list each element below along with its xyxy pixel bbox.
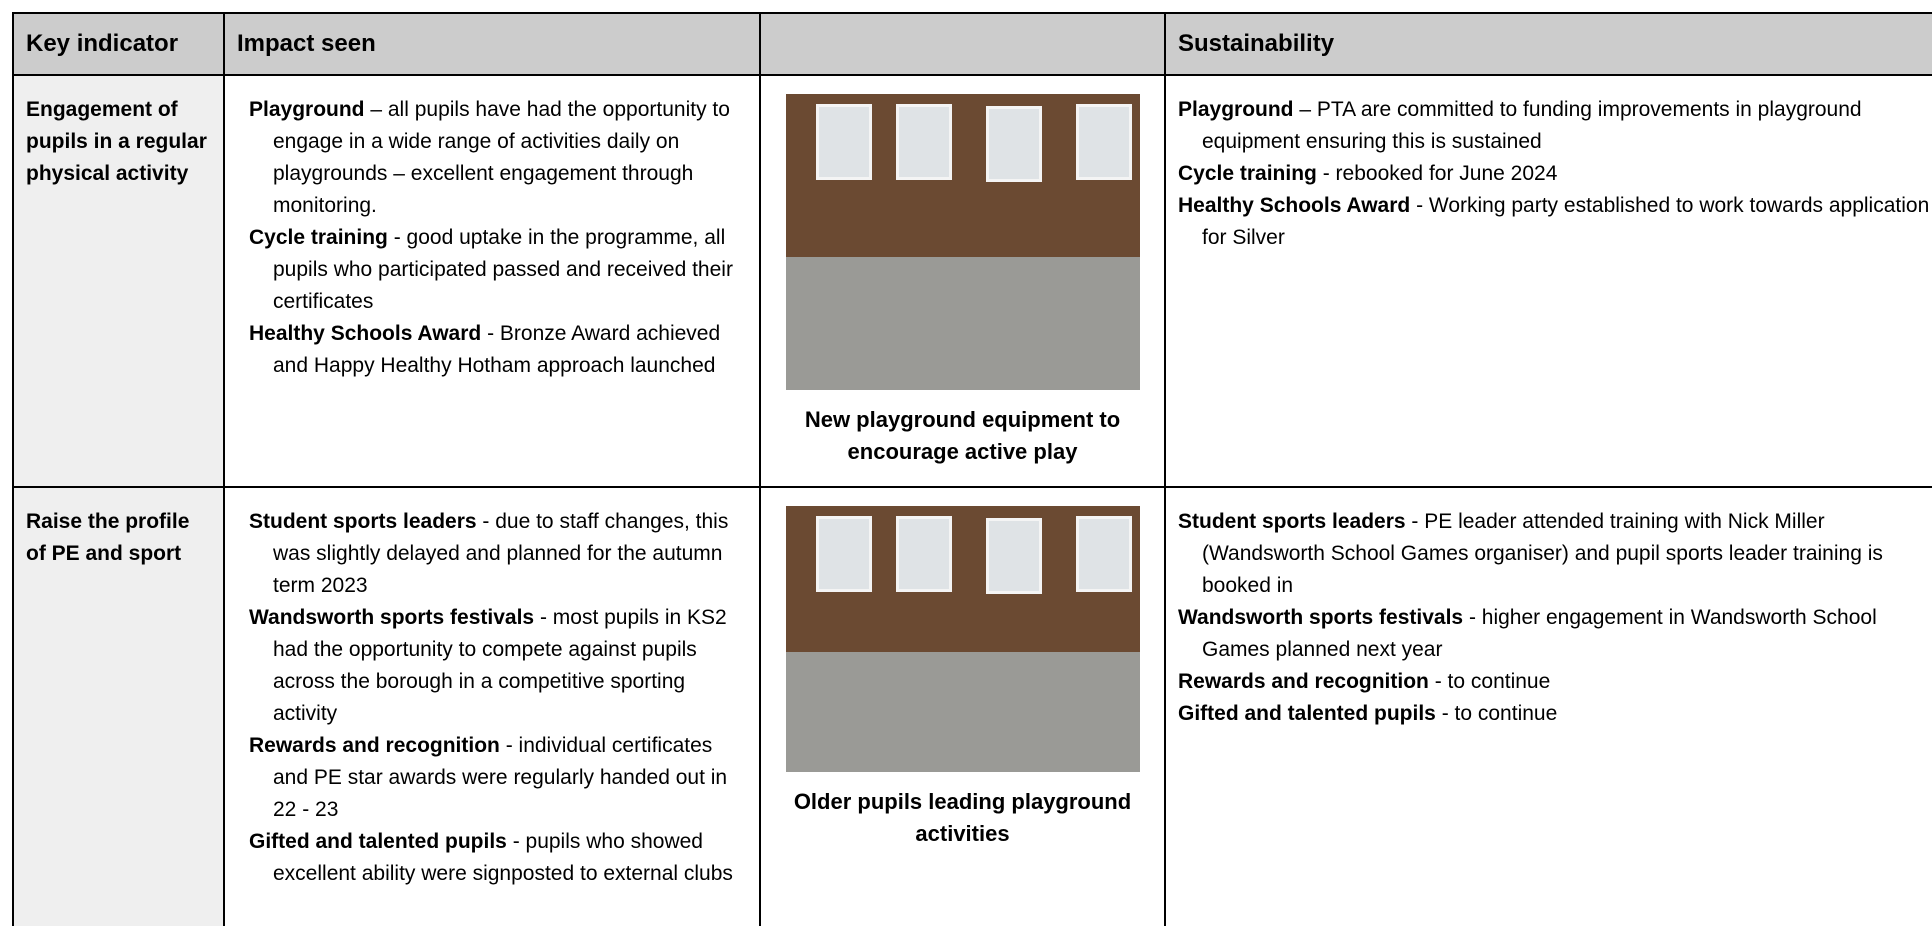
window [985, 518, 1042, 594]
item-label: Gifted and talented pupils [249, 830, 507, 853]
photo-cell: Older pupils leading playground activiti… [759, 486, 1166, 926]
window [815, 516, 872, 592]
header-cell: Impact seen [223, 12, 761, 76]
impact-cell: Student sports leaders - due to staff ch… [223, 486, 761, 926]
window [895, 516, 952, 592]
list-item: Cycle training - good uptake in the prog… [249, 222, 745, 318]
item-text: – PTA are committed to funding improveme… [1202, 98, 1862, 153]
item-label: Student sports leaders [1178, 510, 1406, 533]
list-item: Gifted and talented pupils - pupils who … [249, 826, 745, 890]
sustainability-cell: Student sports leaders - PE leader atten… [1164, 486, 1932, 926]
window [1075, 104, 1132, 180]
page: Key indicator Impact seen Sustainability… [12, 12, 1932, 926]
photo-cell: New playground equipment to encourage ac… [759, 74, 1166, 488]
item-label: Playground [1178, 98, 1294, 121]
list-item: Student sports leaders - due to staff ch… [249, 506, 745, 602]
photo-caption: New playground equipment to encourage ac… [804, 407, 1121, 464]
item-label: Healthy Schools Award [249, 322, 482, 345]
list-item: Rewards and recognition - to continue [1178, 666, 1932, 698]
item-text: - individual certificates and PE star aw… [273, 734, 728, 821]
item-label: Rewards and recognition [1178, 670, 1429, 693]
window [815, 104, 872, 180]
item-text: - good uptake in the programme, all pupi… [273, 226, 733, 313]
item-text: - pupils who showed excellent ability we… [273, 830, 733, 885]
list-item: Healthy Schools Award - Bronze Award ach… [249, 318, 745, 382]
window [1075, 516, 1132, 592]
header-cell: Key indicator [12, 12, 225, 76]
item-label: Wandsworth sports festivals [1178, 606, 1464, 629]
photo [785, 506, 1140, 772]
item-text: - to continue [1428, 670, 1551, 693]
ground [785, 652, 1140, 772]
header-cell: Sustainability [1164, 12, 1932, 76]
photo-caption: Older pupils leading playground activiti… [793, 789, 1132, 846]
list-item: Healthy Schools Award - Working party es… [1178, 190, 1932, 254]
item-text: - Working party established to work towa… [1202, 194, 1930, 249]
sustainability-cell: Playground – PTA are committed to fundin… [1164, 74, 1932, 488]
header-cell [759, 12, 1166, 76]
list-item: Playground – all pupils have had the opp… [249, 94, 745, 222]
photo [785, 94, 1140, 390]
list-item: Student sports leaders - PE leader atten… [1178, 506, 1932, 602]
item-text: – all pupils have had the opportunity to… [273, 98, 730, 217]
list-item: Playground – PTA are committed to fundin… [1178, 94, 1932, 158]
item-text: - most pupils in KS2 had the opportunity… [273, 606, 727, 725]
item-text: - higher engagement in Wandsworth School… [1202, 606, 1877, 661]
window [985, 106, 1042, 182]
item-text: - rebooked for June 2024 [1316, 162, 1558, 185]
item-label: Healthy Schools Award [1178, 194, 1411, 217]
item-text: - due to staff changes, this was slightl… [273, 510, 729, 597]
item-label: Wandsworth sports festivals [249, 606, 535, 629]
list-item: Wandsworth sports festivals - higher eng… [1178, 602, 1932, 666]
item-text: - PE leader attended training with Nick … [1202, 510, 1883, 597]
list-item: Gifted and talented pupils - to continue [1178, 698, 1932, 730]
window [895, 104, 952, 180]
item-label: Cycle training [1178, 162, 1317, 185]
item-label: Gifted and talented pupils [1178, 702, 1436, 725]
key-indicator: Engagement of pupils in a regular physic… [12, 74, 225, 488]
item-label: Rewards and recognition [249, 734, 500, 757]
list-item: Rewards and recognition - individual cer… [249, 730, 745, 826]
list-item: Cycle training - rebooked for June 2024 [1178, 158, 1932, 190]
item-text: - Bronze Award achieved and Happy Health… [273, 322, 721, 377]
item-label: Cycle training [249, 226, 388, 249]
key-indicator: Raise the profile of PE and sport [12, 486, 225, 926]
ground [785, 256, 1140, 390]
item-label: Playground [249, 98, 365, 121]
indicator-table: Key indicator Impact seen Sustainability… [12, 12, 1932, 926]
list-item: Wandsworth sports festivals - most pupil… [249, 602, 745, 730]
impact-cell: Playground – all pupils have had the opp… [223, 74, 761, 488]
header-row: Key indicator Impact seen Sustainability [12, 12, 1932, 76]
table-row: Raise the profile of PE and sport Student… [12, 486, 1932, 926]
item-text: - to continue [1435, 702, 1558, 725]
item-label: Student sports leaders [249, 510, 477, 533]
table-row: Engagement of pupils in a regular physic… [12, 74, 1932, 488]
